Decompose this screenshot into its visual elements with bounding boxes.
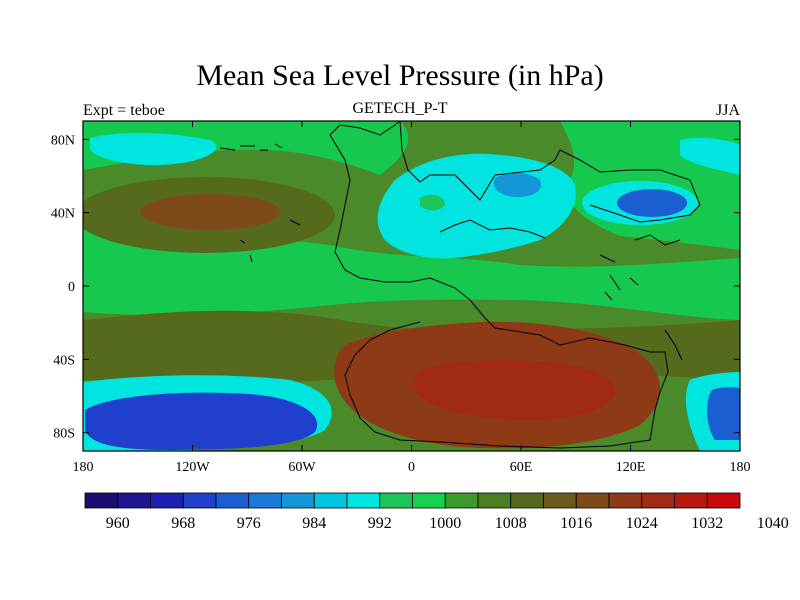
x-tick-label: 0 xyxy=(408,460,415,475)
x-axis: 180 120W 60W 0 60E 120E 180 xyxy=(73,121,751,475)
colorbar-label: 992 xyxy=(368,515,392,532)
map-title: Mean Sea Level Pressure (in hPa) xyxy=(196,59,604,92)
y-tick-label: 40N xyxy=(51,207,75,222)
colorbar-swatch xyxy=(608,492,643,509)
colorbar-swatch xyxy=(575,492,610,509)
colorbar-swatch xyxy=(510,492,544,509)
colorbar-swatch xyxy=(706,492,741,509)
colorbar-swatch xyxy=(543,492,577,509)
y-tick-label: 0 xyxy=(68,280,75,295)
x-tick-label: 60W xyxy=(288,460,316,475)
colorbar: 960 968 976 984 992 1000 1008 1016 1024 1032 1040 xyxy=(84,492,789,532)
colorbar-swatch xyxy=(674,492,708,509)
x-tick-label: 180 xyxy=(73,460,94,475)
y-axis: 80N 40N 0 40S 80S xyxy=(51,133,740,442)
north-pacific-cyan xyxy=(90,132,217,166)
north-east-cyan xyxy=(680,137,740,175)
colorbar-swatch xyxy=(412,492,446,509)
coastline-main-continent xyxy=(329,134,669,449)
y-tick-label: 80S xyxy=(53,427,75,442)
north-continent-low-patch xyxy=(420,194,445,211)
coastlines xyxy=(219,120,701,449)
colorbar-label: 1024 xyxy=(626,515,658,532)
colorbar-swatch xyxy=(215,492,250,509)
colorbar-label: 976 xyxy=(237,515,261,532)
colorbar-label: 1032 xyxy=(691,515,723,532)
asian-low-core xyxy=(617,189,687,217)
colorbar-swatch xyxy=(641,492,675,509)
colorbar-swatch xyxy=(248,492,282,509)
x-tick-label: 120W xyxy=(175,460,210,475)
coastline-north-west xyxy=(329,120,401,136)
colorbar-label: 1040 xyxy=(757,515,789,532)
southern-high-core xyxy=(412,360,616,420)
colorbar-swatch xyxy=(182,492,217,509)
coastline-asia xyxy=(559,149,701,223)
season-label: JJA xyxy=(715,102,740,119)
south-east-low xyxy=(707,387,740,440)
colorbar-label: 968 xyxy=(171,515,195,532)
colorbar-label: 960 xyxy=(106,515,130,532)
x-tick-label: 120E xyxy=(616,460,646,475)
colorbar-swatch xyxy=(117,492,151,509)
coastline-pacific-islands xyxy=(219,143,301,263)
colorbar-swatch xyxy=(346,492,381,509)
colorbar-label: 984 xyxy=(302,515,326,532)
colorbar-swatch xyxy=(477,492,512,509)
colorbar-label: 1008 xyxy=(495,515,527,532)
y-tick-label: 80N xyxy=(51,133,75,148)
north-continent-low-inner xyxy=(493,172,541,198)
colorbar-swatch xyxy=(281,492,315,509)
coastline-peninsula xyxy=(439,219,546,239)
x-tick-label: 180 xyxy=(730,460,751,475)
coastline-south-east xyxy=(664,329,683,361)
colorbar-swatch xyxy=(379,492,413,509)
north-pacific-high-core xyxy=(140,194,280,230)
pressure-field xyxy=(83,121,740,451)
south-pacific-low xyxy=(85,392,318,450)
y-tick-label: 40S xyxy=(53,353,75,368)
x-tick-label: 60E xyxy=(510,460,533,475)
dataset-label: GETECH_P-T xyxy=(352,100,448,117)
colorbar-swatch xyxy=(84,492,119,509)
coastline-north-continent xyxy=(399,120,561,201)
colorbar-label: 1000 xyxy=(429,515,461,532)
experiment-label: Expt = teboe xyxy=(83,102,165,119)
colorbar-swatch xyxy=(150,492,184,509)
colorbar-swatch xyxy=(313,492,348,509)
coastline-east-islands xyxy=(599,234,681,301)
colorbar-label: 1016 xyxy=(560,515,592,532)
colorbar-swatch xyxy=(444,492,479,509)
